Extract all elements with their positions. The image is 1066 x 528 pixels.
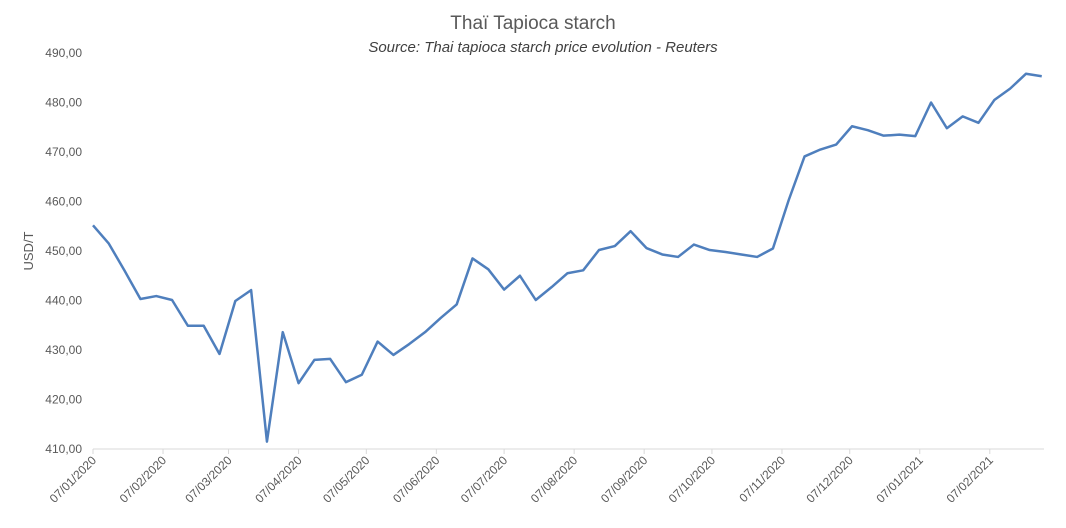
- x-tick-label: 07/01/2020: [47, 453, 100, 506]
- x-tick-label: 07/05/2020: [320, 453, 373, 506]
- x-tick-label: 07/04/2020: [252, 453, 305, 506]
- x-tick-label: 07/12/2020: [803, 453, 856, 506]
- y-tick-label: 430,00: [45, 343, 82, 357]
- x-tick-label: 07/06/2020: [390, 453, 443, 506]
- y-tick-label: 460,00: [45, 195, 82, 209]
- x-tick-label: 07/01/2021: [874, 453, 927, 506]
- data-line: [92, 72, 1042, 443]
- x-tick-label: 07/08/2020: [528, 453, 581, 506]
- y-axis-label: USD/T: [21, 231, 36, 270]
- chart-title: Thaï Tapioca starch: [450, 13, 615, 34]
- y-tick-label: 490,00: [45, 46, 82, 60]
- chart-subtitle: Source: Thai tapioca starch price evolut…: [368, 39, 718, 56]
- x-tick-label: 07/09/2020: [598, 453, 651, 506]
- x-tick-label: 07/07/2020: [458, 453, 511, 506]
- y-tick-label: 440,00: [45, 294, 82, 308]
- x-tick-label: 07/03/2020: [182, 453, 235, 506]
- x-tick-label: 07/02/2021: [944, 453, 997, 506]
- y-tick-label: 410,00: [45, 442, 82, 456]
- y-tick-label: 470,00: [45, 145, 82, 159]
- x-tick-label: 07/11/2020: [736, 453, 788, 505]
- y-tick-label: 420,00: [45, 393, 82, 407]
- y-tick-label: 450,00: [45, 244, 82, 258]
- y-tick-label: 480,00: [45, 96, 82, 110]
- x-tick-label: 07/10/2020: [666, 453, 719, 506]
- x-tick-label: 07/02/2020: [117, 453, 170, 506]
